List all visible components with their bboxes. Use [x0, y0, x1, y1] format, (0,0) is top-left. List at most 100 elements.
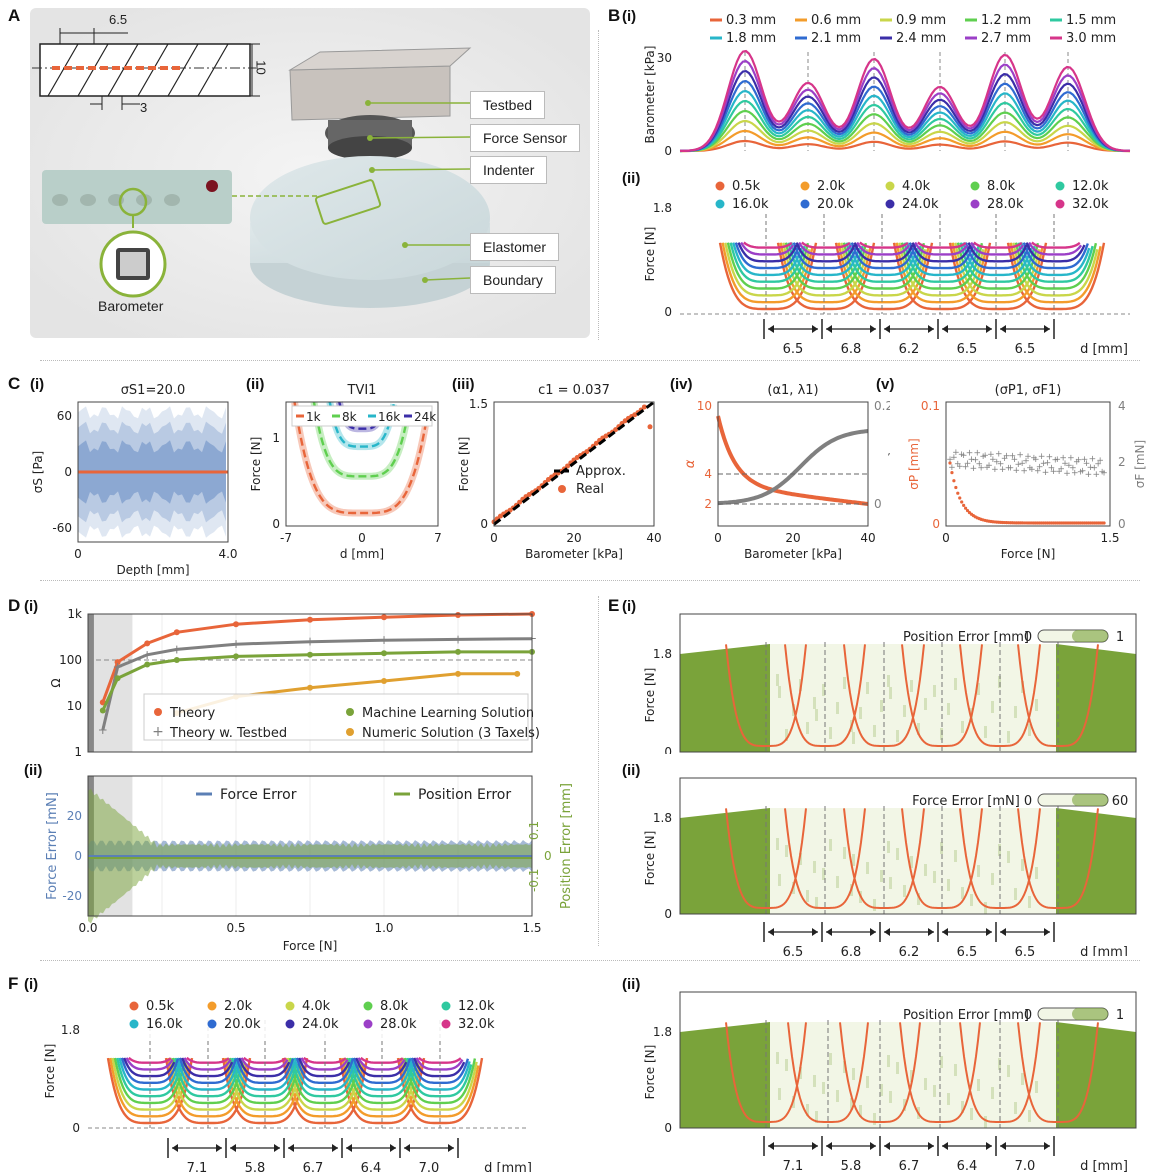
series-point — [307, 616, 313, 623]
callout-force-sensor: Force Sensor — [470, 124, 581, 152]
callout-indenter: Indenter — [470, 156, 548, 184]
x-axis-label: Barometer [kPa] — [525, 547, 623, 561]
chart-c-iv: (α1, λ1) Barometer [kPa] 0 20 40 10 4 2 0.2 0 α λ — [683, 383, 890, 561]
panel-e-ii-label: (ii) — [622, 762, 641, 779]
force-curve — [725, 644, 807, 747]
force-curve — [917, 241, 967, 249]
force-curve — [1014, 242, 1098, 290]
spacing-label: 6.4 — [957, 1159, 978, 1172]
arrowhead — [942, 928, 948, 936]
heatmap-cell — [836, 1090, 839, 1102]
sigma-f-point: + — [985, 461, 993, 471]
series-point — [381, 650, 387, 657]
y-axis-label-right: Position Error [mm] — [559, 783, 574, 909]
x-axis-label: d [mm] — [1080, 945, 1128, 956]
panel-c-v-label: (v) — [876, 376, 895, 393]
heatmap-cell — [889, 1091, 892, 1103]
force-curve — [348, 1057, 415, 1098]
heatmap-cell — [815, 1111, 818, 1123]
y-tick-label: 0 — [664, 907, 672, 921]
force-curve — [291, 1057, 358, 1098]
x-tick-label: 7 — [434, 531, 442, 545]
spacing-label: 5.8 — [841, 1159, 862, 1172]
chart-title: (α1, λ1) — [767, 383, 818, 398]
legend-label: 12.0k — [458, 999, 495, 1014]
force-curve — [729, 242, 806, 283]
heatmap-cell — [829, 839, 832, 851]
sigma-p-point — [950, 471, 954, 475]
spacing-label: 6.8 — [841, 342, 862, 356]
heatmap-cell — [776, 838, 779, 850]
legend-swatch — [207, 1019, 217, 1029]
force-curve — [286, 1057, 363, 1111]
arrowhead — [332, 1144, 338, 1152]
colorbar-label: Position Error [mm] — [903, 630, 1029, 645]
approx-curve — [312, 402, 410, 478]
legend-swatch — [558, 485, 566, 493]
heatmap-cell — [776, 674, 779, 686]
legend-swatch — [1055, 199, 1065, 209]
heatmap-cell — [887, 841, 890, 853]
arrowhead — [826, 928, 832, 936]
y-tick-label: 1.5 — [469, 397, 488, 411]
sigma-f-point: + — [974, 449, 982, 459]
sigma-f-point: + — [1009, 451, 1017, 461]
legend-swatch — [715, 181, 725, 191]
heatmap-cell — [903, 705, 906, 717]
approx-line — [493, 400, 655, 526]
chart-title: σS1=20.0 — [121, 383, 186, 398]
x-tick-label: 0 — [358, 531, 366, 545]
sigma-p-point — [956, 491, 960, 495]
colorbar-max: 1 — [1116, 630, 1124, 645]
legend-swatch — [885, 199, 895, 209]
real-point — [647, 424, 653, 430]
heatmap-cell — [896, 730, 899, 742]
series-point — [455, 648, 461, 655]
spacing-label: 6.5 — [783, 342, 804, 356]
force-curve — [743, 241, 793, 249]
y-tick-label: 20 — [67, 809, 82, 823]
force-curve — [843, 644, 925, 747]
heatmap-frame — [679, 777, 1137, 915]
force-curve — [174, 1057, 241, 1098]
sigma-f-point: + — [979, 452, 987, 462]
y-tick-label: 100 — [59, 653, 82, 667]
heatmap-cell — [910, 1070, 913, 1082]
force-curve — [959, 1022, 1041, 1123]
spacing-label: 6.5 — [957, 342, 978, 356]
x-tick-label: 0.5 — [226, 921, 245, 935]
y-tick-label: 0 — [74, 849, 82, 863]
legend-label: 16.0k — [146, 1017, 183, 1032]
panel-f-i-label: (i) — [24, 976, 39, 993]
setup-photo — [30, 8, 590, 338]
series-point: + — [142, 648, 152, 662]
force-curve — [355, 1057, 408, 1078]
force-curve — [899, 1022, 981, 1123]
sigma-f-point: + — [1042, 468, 1050, 478]
sigma-f-point: + — [1098, 468, 1106, 478]
y-axis-label: Force [N] — [457, 437, 471, 492]
chart-f-i: Force [N] 0 1.8 0.5k 2.0k 4.0k 8.0k 12.0k 16.0k 2… — [43, 996, 532, 1172]
series-point — [114, 659, 121, 666]
force-curve — [737, 242, 798, 263]
panel-b-i-label: (i) — [622, 8, 637, 25]
arrowhead — [1044, 928, 1050, 936]
sigma-f-point: + — [975, 459, 983, 469]
sigma-f-point: + — [1055, 467, 1063, 477]
arrowhead — [1044, 1142, 1050, 1150]
legend-label: 1.8 mm — [726, 31, 776, 46]
force-curve — [169, 1057, 246, 1111]
sigma-f-point: + — [981, 451, 989, 461]
force-curve — [401, 1057, 478, 1111]
sigma-f-point: + — [1014, 460, 1022, 470]
legend-label: 24.0k — [902, 197, 939, 212]
sigma-p-point — [958, 496, 962, 500]
force-curve — [106, 1057, 194, 1125]
panel-f-label: F — [8, 974, 19, 993]
series-point: + — [379, 633, 389, 647]
chart-b-ii: Force [N] 0 1.8 0.5k 2.0k 4.0k 8.0k 12.0k 16.0k 2… — [643, 174, 1130, 356]
sigma-f-point: + — [1079, 467, 1087, 477]
arrowhead — [404, 1144, 410, 1152]
heatmap-cell — [977, 683, 980, 695]
heatmap-cell — [859, 1105, 862, 1117]
